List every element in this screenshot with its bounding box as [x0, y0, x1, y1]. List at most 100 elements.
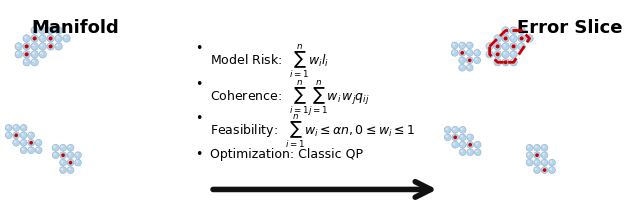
Circle shape — [61, 145, 63, 148]
Circle shape — [14, 126, 17, 128]
Circle shape — [16, 44, 19, 47]
Circle shape — [467, 66, 470, 68]
Circle shape — [510, 43, 517, 50]
Circle shape — [13, 139, 20, 146]
Circle shape — [502, 35, 509, 42]
Circle shape — [24, 52, 29, 56]
Circle shape — [20, 147, 27, 154]
Circle shape — [511, 36, 514, 39]
Circle shape — [510, 35, 517, 42]
Circle shape — [452, 141, 459, 148]
Circle shape — [467, 42, 473, 49]
Circle shape — [23, 35, 30, 42]
Circle shape — [36, 141, 39, 143]
Circle shape — [64, 36, 67, 39]
Circle shape — [445, 135, 448, 137]
Circle shape — [526, 159, 533, 166]
Circle shape — [28, 139, 35, 146]
Circle shape — [474, 141, 481, 148]
Circle shape — [502, 59, 509, 66]
Circle shape — [475, 58, 477, 60]
Circle shape — [21, 126, 24, 128]
Circle shape — [519, 44, 522, 47]
Circle shape — [452, 134, 459, 141]
Circle shape — [24, 52, 27, 55]
Circle shape — [468, 150, 470, 152]
Circle shape — [16, 52, 19, 55]
Circle shape — [511, 60, 514, 62]
Circle shape — [461, 142, 463, 145]
Circle shape — [21, 141, 24, 143]
Circle shape — [495, 36, 498, 39]
Circle shape — [68, 168, 70, 170]
Circle shape — [503, 52, 506, 55]
Circle shape — [534, 159, 540, 166]
Text: Manifold: Manifold — [31, 19, 120, 37]
Circle shape — [535, 160, 537, 163]
Circle shape — [40, 52, 43, 55]
Circle shape — [21, 133, 24, 135]
Circle shape — [503, 36, 506, 39]
Circle shape — [541, 167, 548, 173]
Circle shape — [468, 135, 470, 137]
Circle shape — [36, 148, 39, 150]
Circle shape — [460, 134, 466, 141]
Circle shape — [502, 43, 509, 50]
Circle shape — [510, 27, 517, 34]
Circle shape — [503, 60, 506, 62]
Circle shape — [32, 52, 35, 55]
Circle shape — [495, 52, 500, 56]
Circle shape — [67, 152, 74, 158]
Circle shape — [32, 60, 35, 62]
Text: Optimization: Classic QP: Optimization: Classic QP — [210, 148, 364, 161]
Circle shape — [40, 28, 43, 31]
Circle shape — [13, 124, 20, 131]
Circle shape — [460, 66, 462, 68]
Circle shape — [468, 142, 470, 145]
Circle shape — [29, 133, 31, 135]
Circle shape — [486, 51, 493, 58]
Circle shape — [35, 139, 42, 146]
Circle shape — [68, 160, 70, 163]
Circle shape — [32, 44, 35, 47]
Circle shape — [20, 132, 27, 139]
Circle shape — [527, 36, 530, 39]
Circle shape — [511, 44, 514, 47]
Circle shape — [6, 133, 9, 135]
Circle shape — [548, 167, 556, 173]
Circle shape — [460, 58, 462, 60]
Circle shape — [460, 141, 466, 148]
Circle shape — [52, 152, 59, 158]
Circle shape — [31, 35, 38, 42]
Circle shape — [461, 135, 463, 137]
Circle shape — [476, 150, 478, 152]
Circle shape — [495, 44, 498, 47]
Circle shape — [67, 144, 74, 151]
Circle shape — [495, 52, 498, 55]
Circle shape — [542, 168, 545, 170]
Circle shape — [60, 152, 67, 158]
Circle shape — [527, 160, 530, 163]
Text: Coherence:  $\sum_{i=1}^{n} \sum_{j=1}^{n} w_i \, w_j q_{ij}$: Coherence: $\sum_{i=1}^{n} \sum_{j=1}^{n… — [210, 78, 370, 118]
Circle shape — [75, 152, 81, 158]
Circle shape — [75, 159, 81, 166]
Circle shape — [445, 128, 448, 130]
Circle shape — [541, 144, 548, 151]
Text: Model Risk:  $\sum_{i=1}^{n} w_i l_i$: Model Risk: $\sum_{i=1}^{n} w_i l_i$ — [210, 42, 330, 80]
Circle shape — [24, 60, 27, 62]
Circle shape — [31, 27, 38, 34]
Circle shape — [550, 160, 552, 163]
Circle shape — [39, 27, 46, 34]
Circle shape — [503, 44, 506, 47]
Circle shape — [502, 27, 509, 34]
Circle shape — [527, 145, 530, 148]
Circle shape — [487, 44, 490, 47]
Circle shape — [535, 153, 539, 157]
Circle shape — [460, 43, 462, 46]
Text: •: • — [195, 78, 202, 91]
Circle shape — [453, 135, 457, 139]
Circle shape — [534, 144, 540, 151]
Circle shape — [518, 43, 525, 50]
Circle shape — [47, 27, 54, 34]
Circle shape — [495, 44, 500, 48]
